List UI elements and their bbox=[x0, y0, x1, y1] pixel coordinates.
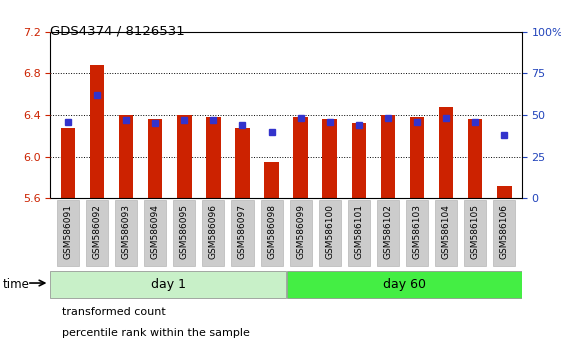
Text: percentile rank within the sample: percentile rank within the sample bbox=[62, 328, 250, 338]
FancyBboxPatch shape bbox=[50, 270, 286, 298]
Text: GSM586091: GSM586091 bbox=[63, 204, 72, 259]
FancyBboxPatch shape bbox=[144, 200, 166, 266]
Text: day 60: day 60 bbox=[383, 278, 426, 291]
Text: GSM586103: GSM586103 bbox=[412, 204, 421, 259]
Text: GSM586099: GSM586099 bbox=[296, 204, 305, 259]
Bar bbox=[206, 117, 220, 198]
FancyBboxPatch shape bbox=[173, 200, 195, 266]
Text: time: time bbox=[3, 279, 30, 291]
Bar bbox=[148, 119, 163, 198]
Text: GSM586102: GSM586102 bbox=[383, 204, 393, 259]
Bar bbox=[381, 115, 395, 198]
Text: GSM586106: GSM586106 bbox=[500, 204, 509, 259]
FancyBboxPatch shape bbox=[464, 200, 486, 266]
FancyBboxPatch shape bbox=[377, 200, 399, 266]
FancyBboxPatch shape bbox=[435, 200, 457, 266]
Text: GSM586105: GSM586105 bbox=[471, 204, 480, 259]
Text: GSM586092: GSM586092 bbox=[93, 204, 102, 259]
Bar bbox=[235, 127, 250, 198]
Bar bbox=[410, 117, 424, 198]
FancyBboxPatch shape bbox=[232, 200, 254, 266]
Text: GSM586104: GSM586104 bbox=[442, 204, 450, 259]
Bar bbox=[439, 107, 453, 198]
Text: GDS4374 / 8126531: GDS4374 / 8126531 bbox=[50, 25, 185, 38]
Bar bbox=[90, 65, 104, 198]
Bar bbox=[497, 186, 512, 198]
Bar bbox=[468, 119, 482, 198]
FancyBboxPatch shape bbox=[406, 200, 428, 266]
Bar bbox=[352, 124, 366, 198]
Bar bbox=[293, 117, 308, 198]
FancyBboxPatch shape bbox=[287, 270, 522, 298]
Text: GSM586095: GSM586095 bbox=[180, 204, 189, 259]
Bar bbox=[177, 115, 191, 198]
Text: GSM586101: GSM586101 bbox=[355, 204, 364, 259]
FancyBboxPatch shape bbox=[57, 200, 79, 266]
FancyBboxPatch shape bbox=[86, 200, 108, 266]
Bar bbox=[61, 127, 75, 198]
Bar bbox=[119, 115, 134, 198]
Bar bbox=[264, 162, 279, 198]
FancyBboxPatch shape bbox=[493, 200, 516, 266]
Text: GSM586100: GSM586100 bbox=[325, 204, 334, 259]
Text: GSM586098: GSM586098 bbox=[267, 204, 276, 259]
Text: GSM586093: GSM586093 bbox=[122, 204, 131, 259]
Text: GSM586097: GSM586097 bbox=[238, 204, 247, 259]
FancyBboxPatch shape bbox=[203, 200, 224, 266]
Text: GSM586096: GSM586096 bbox=[209, 204, 218, 259]
Text: GSM586094: GSM586094 bbox=[151, 204, 160, 259]
Text: day 1: day 1 bbox=[151, 278, 186, 291]
FancyBboxPatch shape bbox=[319, 200, 341, 266]
FancyBboxPatch shape bbox=[260, 200, 283, 266]
Text: transformed count: transformed count bbox=[62, 307, 165, 316]
FancyBboxPatch shape bbox=[289, 200, 312, 266]
FancyBboxPatch shape bbox=[348, 200, 370, 266]
Bar bbox=[323, 119, 337, 198]
FancyBboxPatch shape bbox=[115, 200, 137, 266]
